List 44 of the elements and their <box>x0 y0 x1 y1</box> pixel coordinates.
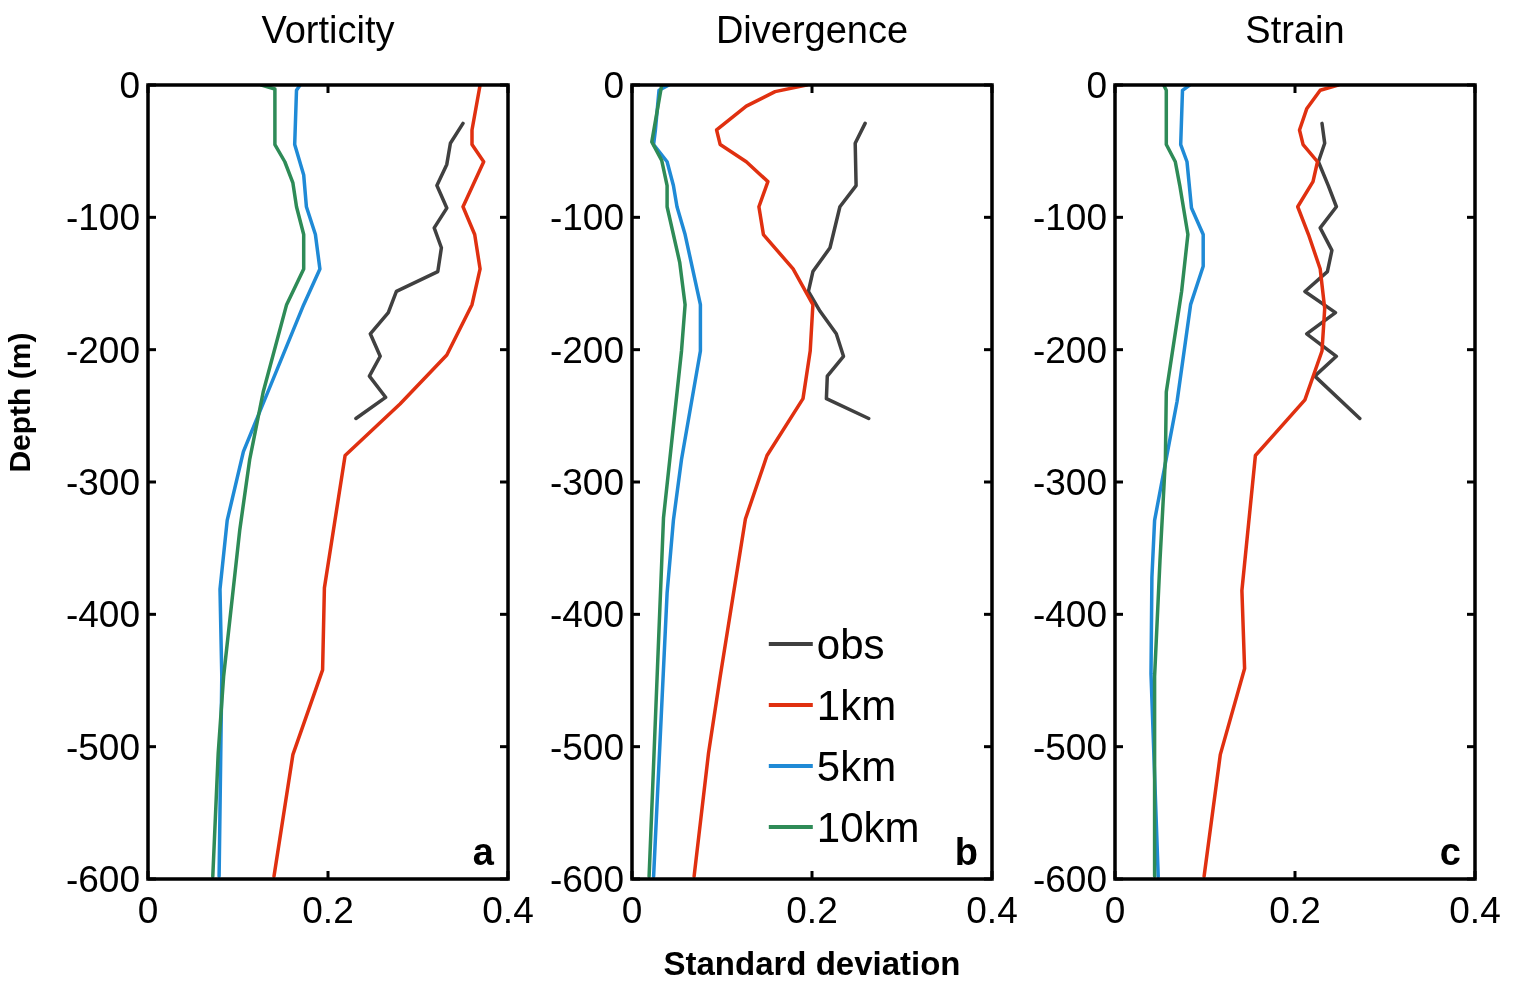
chart-title: Divergence <box>715 9 909 51</box>
y-axis-title: Depth (m) <box>3 332 36 473</box>
x-axis-title: Standard deviation <box>663 945 961 981</box>
legend-label: obs <box>816 621 885 668</box>
y-tick-label: -100 <box>65 197 140 239</box>
x-tick-label: 0.2 <box>302 890 354 931</box>
line-series <box>217 85 322 879</box>
y-tick-label: -600 <box>65 859 140 900</box>
y-tick-label: 0 <box>119 65 140 106</box>
y-tick-label: -200 <box>549 329 624 371</box>
x-tick-label: 0.2 <box>786 890 838 931</box>
x-tick-label: 0.4 <box>966 890 1018 931</box>
x-tick-label: 0.4 <box>482 890 534 931</box>
x-tick-label: 0.4 <box>1449 890 1501 931</box>
y-tick-label: -300 <box>65 462 140 503</box>
line-series <box>1152 85 1190 879</box>
y-tick-label: -500 <box>549 726 624 768</box>
chart-title: Vorticity <box>261 9 395 51</box>
line-series <box>354 121 465 421</box>
legend-label: 1km <box>816 682 897 729</box>
y-tick-label: -200 <box>65 329 140 371</box>
y-tick-label: -200 <box>1032 329 1107 371</box>
annotation: a <box>472 831 495 873</box>
legend-label: 5km <box>816 743 897 790</box>
y-tick-label: 0 <box>603 65 624 106</box>
y-tick-label: -300 <box>549 462 624 503</box>
y-tick-label: -300 <box>1032 462 1107 503</box>
y-tick-label: 0 <box>1086 65 1107 106</box>
y-tick-label: -600 <box>1032 859 1107 900</box>
annotation: c <box>1439 831 1461 873</box>
y-tick-label: -400 <box>65 594 140 636</box>
y-tick-label: -600 <box>549 859 624 900</box>
y-tick-label: -100 <box>549 197 624 239</box>
chart-title: Strain <box>1245 9 1345 51</box>
annotation: b <box>954 831 978 873</box>
x-tick-label: 0.2 <box>1269 890 1321 931</box>
legend-label: 10km <box>816 804 920 851</box>
y-tick-label: -100 <box>1032 197 1107 239</box>
line-series <box>211 85 306 879</box>
line-series <box>1303 121 1362 421</box>
y-tick-label: -400 <box>549 594 624 636</box>
y-tick-label: -500 <box>1032 726 1107 768</box>
y-tick-label: -400 <box>1032 594 1107 636</box>
y-tick-label: -500 <box>65 726 140 768</box>
